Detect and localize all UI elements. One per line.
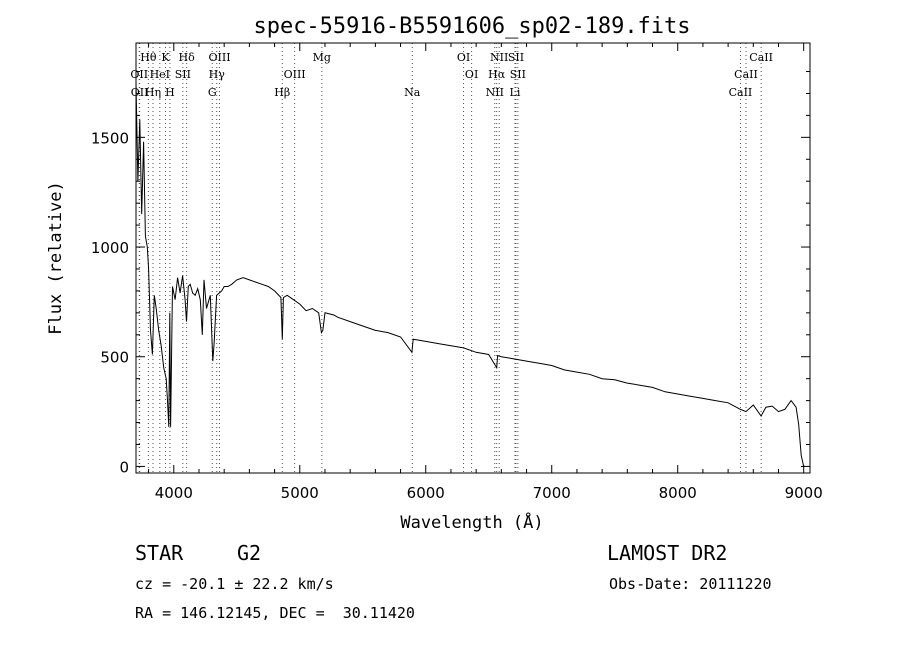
observation-date: Obs-Date: 20111220 xyxy=(609,575,772,593)
line-label: CaII xyxy=(729,86,753,99)
line-label: Hη xyxy=(145,86,161,99)
line-label: NII xyxy=(486,86,504,99)
line-label: Hα xyxy=(488,68,506,81)
x-tick-label: 5000 xyxy=(281,484,319,502)
line-label: Li xyxy=(510,86,521,99)
y-tick-label: 0 xyxy=(119,458,129,476)
x-tick-label: 9000 xyxy=(785,484,823,502)
line-label: OIII xyxy=(284,68,306,81)
object-class: STAR xyxy=(135,541,184,565)
y-axis-label: Flux (relative) xyxy=(46,181,66,335)
line-label: SII xyxy=(508,51,524,64)
line-label: H xyxy=(165,86,175,99)
line-label: Hβ xyxy=(274,86,290,99)
y-tick-label: 500 xyxy=(100,349,129,367)
line-label: CaII xyxy=(734,68,758,81)
spectrum-line xyxy=(135,82,805,467)
emission-line-guides xyxy=(138,43,762,473)
redshift-velocity: cz = -20.1 ± 22.2 km/s xyxy=(135,575,334,593)
line-label: CaII xyxy=(749,51,773,64)
x-axis-label: Wavelength (Å) xyxy=(400,511,543,533)
plot-frame xyxy=(135,42,811,474)
x-tick-label: 7000 xyxy=(533,484,571,502)
line-label: OI xyxy=(457,51,470,64)
y-tick-label: 1000 xyxy=(91,239,129,257)
line-label: OII xyxy=(130,68,148,81)
x-axis-ticks: 4000 5000 6000 7000 8000 9000 xyxy=(148,43,823,502)
line-label: HeI xyxy=(150,68,170,81)
survey-name: LAMOST DR2 xyxy=(607,541,728,565)
y-axis-ticks: 0 500 1000 1500 xyxy=(91,71,810,476)
x-tick-label: 6000 xyxy=(407,484,445,502)
y-tick-label: 1500 xyxy=(91,129,129,147)
line-label: SII xyxy=(175,68,191,81)
line-label: G xyxy=(208,86,217,99)
line-label: K xyxy=(161,51,170,64)
line-label: Na xyxy=(404,86,421,99)
line-label: SII xyxy=(510,68,526,81)
line-label: NII xyxy=(490,51,508,64)
x-tick-label: 4000 xyxy=(155,484,193,502)
x-tick-label: 8000 xyxy=(659,484,697,502)
line-label: OI xyxy=(465,68,478,81)
line-label: OII xyxy=(131,86,149,99)
line-label: Mg xyxy=(313,51,331,64)
line-label: Hθ xyxy=(140,51,157,64)
line-label: Hδ xyxy=(179,51,196,64)
sky-coordinates: RA = 146.12145, DEC = 30.11420 xyxy=(135,604,415,622)
object-subclass: G2 xyxy=(237,541,262,565)
line-label: OIII xyxy=(208,51,230,64)
line-label: Hγ xyxy=(209,68,226,81)
chart-title: spec-55916-B5591606_sp02-189.fits xyxy=(253,14,690,39)
